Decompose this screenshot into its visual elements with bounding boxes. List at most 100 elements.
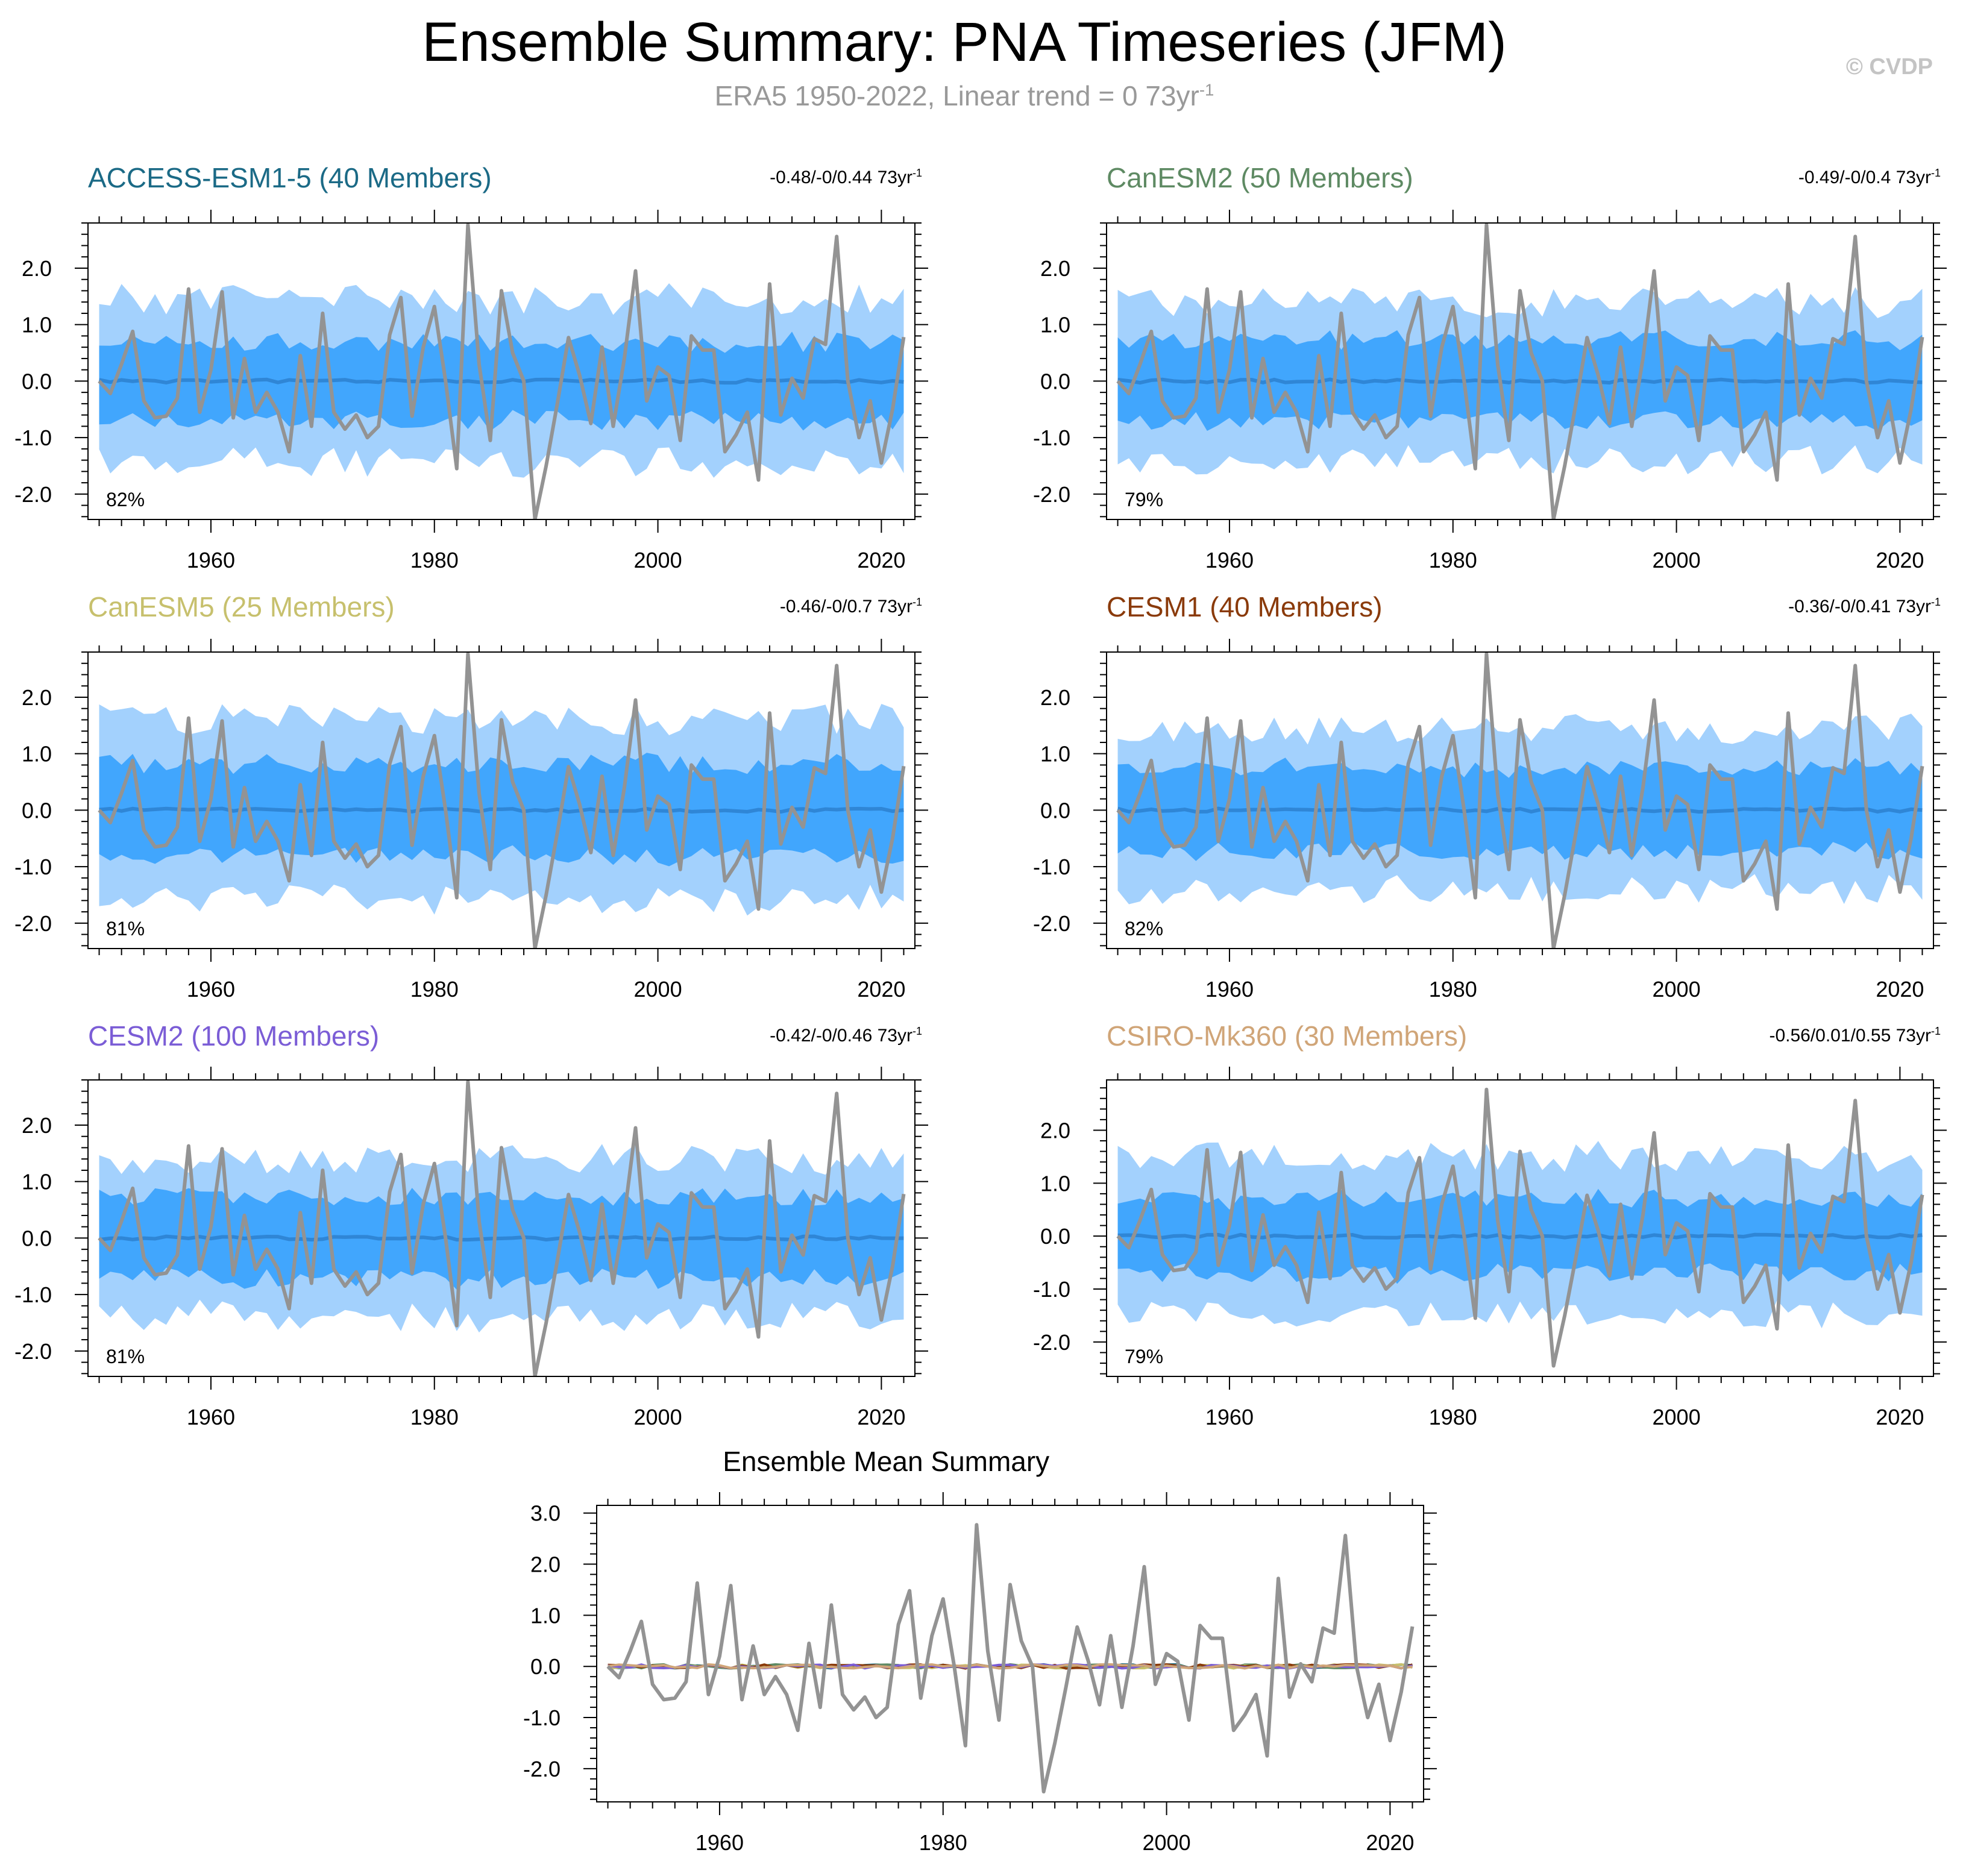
y-tick-label: -2.0 (14, 482, 52, 507)
observed-line (606, 1523, 1415, 1794)
y-tick-label: -1.0 (14, 425, 52, 450)
observed-line (98, 223, 906, 519)
y-tick-label: 1.0 (530, 1603, 561, 1628)
percent-label: 79% (1125, 1346, 1163, 1367)
plot-area (98, 1080, 906, 1376)
x-tick-label: 1960 (187, 548, 235, 573)
y-tick-label: -2.0 (14, 911, 52, 936)
main-title: Ensemble Summary: PNA Timeseries (JFM) (422, 11, 1507, 73)
trend-exponent: -1 (912, 1025, 922, 1037)
trend-text: -0.49/-0/0.4 73yr (1798, 168, 1931, 187)
y-tick-label: 1.0 (22, 742, 52, 767)
percent-label: 81% (106, 1346, 145, 1367)
x-tick-label: 1960 (187, 1405, 235, 1429)
percent-label: 82% (106, 489, 145, 510)
panel-title: CESM2 (100 Members) (88, 1020, 380, 1052)
plot-area (98, 652, 906, 949)
x-tick-label: 1980 (410, 1405, 459, 1429)
y-tick-label: -2.0 (1033, 1330, 1070, 1355)
x-tick-label: 1980 (919, 1830, 967, 1855)
plot-frame (1106, 1079, 1934, 1377)
panel-title: CanESM5 (25 Members) (88, 591, 395, 623)
x-tick-label: 1980 (410, 977, 459, 1002)
panel-trend-label: -0.48/-0/0.44 73yr-1 (770, 168, 922, 188)
plot-area (606, 1523, 1415, 1794)
y-tick-label: 0.0 (1040, 798, 1070, 823)
x-tick-label: 2020 (857, 977, 905, 1002)
panel-trend-label: -0.36/-0/0.41 73yr-1 (1788, 597, 1941, 617)
y-tick-label: 0.0 (1040, 1224, 1070, 1249)
x-tick-label: 2000 (1143, 1830, 1191, 1855)
panel-title: ACCESS-ESM1-5 (40 Members) (88, 162, 492, 193)
trend-exponent: -1 (1930, 167, 1941, 179)
y-tick-label: -1.0 (14, 855, 52, 879)
plot-area (1116, 652, 1924, 949)
y-tick-label: 1.0 (22, 1170, 52, 1194)
y-tick-label: 0.0 (22, 369, 52, 394)
x-tick-label: 2020 (857, 1405, 905, 1429)
x-tick-label: 1960 (187, 977, 235, 1002)
y-tick-label: -1.0 (1033, 425, 1070, 450)
y-tick-label: 0.0 (22, 1226, 52, 1250)
observed-line (1116, 223, 1924, 519)
y-tick-label: -2.0 (523, 1757, 561, 1781)
model-mean-line (608, 1663, 1413, 1670)
x-tick-label: 1980 (1429, 548, 1477, 573)
y-tick-label: 2.0 (530, 1552, 561, 1577)
spread-band-inner (99, 331, 904, 431)
y-tick-label: 3.0 (530, 1501, 561, 1526)
x-tick-label: 1980 (410, 548, 459, 573)
spread-band-inner (1117, 1188, 1923, 1284)
x-tick-label: 2000 (634, 1405, 682, 1429)
model-mean-line (608, 1663, 1413, 1670)
y-tick-label: 2.0 (1040, 1118, 1070, 1143)
y-tick-label: 2.0 (22, 1113, 52, 1138)
y-tick-label: 0.0 (530, 1654, 561, 1679)
copyright-mark: © CVDP (1845, 54, 1933, 80)
ensemble-mean-line (99, 1234, 904, 1242)
y-tick-label: 2.0 (1040, 685, 1070, 710)
plot-frame (1106, 222, 1934, 520)
model-mean-line (608, 1663, 1413, 1670)
x-tick-label: 2020 (1876, 977, 1924, 1002)
x-tick-label: 2000 (1653, 548, 1701, 573)
y-tick-label: -1.0 (14, 1282, 52, 1307)
spread-band-outer (1117, 287, 1923, 475)
y-tick-label: 1.0 (1040, 313, 1070, 337)
y-tick-label: -1.0 (523, 1705, 561, 1730)
subtitle: ERA5 1950-2022, Linear trend = 0 73yr-1 (0, 80, 1929, 112)
x-tick-label: 1960 (696, 1830, 744, 1855)
trend-text: -0.48/-0/0.44 73yr (770, 168, 912, 187)
trend-exponent: -1 (1930, 596, 1941, 608)
x-tick-label: 1960 (1205, 548, 1254, 573)
panel-title: CanESM2 (50 Members) (1107, 162, 1413, 193)
spread-band-outer (99, 283, 904, 478)
trend-text: -0.36/-0/0.41 73yr (1788, 597, 1931, 616)
x-tick-label: 2000 (634, 548, 682, 573)
spread-band-outer (1117, 1141, 1923, 1329)
plot-area (98, 223, 906, 519)
plot-frame (87, 651, 916, 949)
panel-trend-label: -0.46/-0/0.7 73yr-1 (780, 597, 922, 617)
y-tick-label: -1.0 (1033, 855, 1070, 879)
panel-title: CESM1 (40 Members) (1107, 591, 1383, 623)
x-tick-label: 2020 (1876, 548, 1924, 573)
y-tick-label: 2.0 (1040, 256, 1070, 281)
observed-line (98, 652, 906, 949)
panel-trend-label: -0.49/-0/0.4 73yr-1 (1798, 168, 1941, 188)
trend-text: -0.42/-0/0.46 73yr (770, 1026, 912, 1046)
observed-line (98, 1080, 906, 1376)
y-tick-label: 1.0 (22, 313, 52, 337)
plot-area (1116, 1087, 1924, 1368)
y-tick-label: -2.0 (1033, 911, 1070, 936)
trend-exponent: -1 (1930, 1025, 1941, 1037)
y-tick-label: -2.0 (14, 1339, 52, 1364)
plot-frame (87, 1079, 916, 1377)
observed-line (1116, 652, 1924, 949)
spread-band-inner (99, 1188, 904, 1290)
